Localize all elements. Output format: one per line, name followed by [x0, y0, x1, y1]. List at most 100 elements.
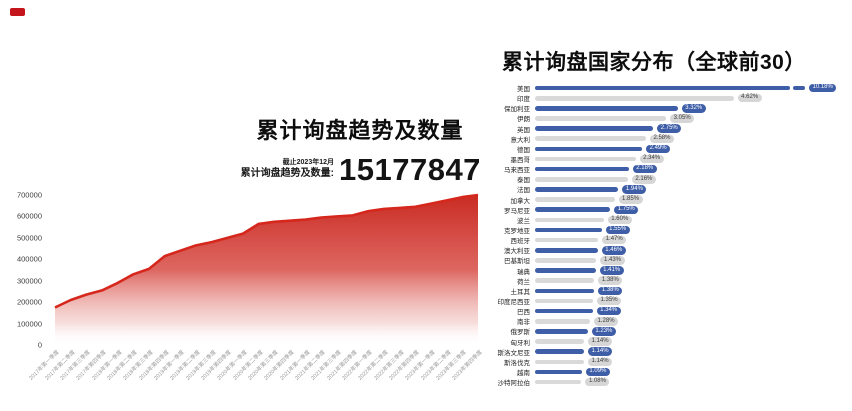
value-pill: 1.94% — [622, 185, 647, 194]
country-bar — [535, 308, 593, 314]
axis-break-segment — [793, 85, 805, 91]
country-row: 印度尼西亚 1.35% — [492, 296, 850, 306]
value-pill: 3.32% — [681, 104, 706, 113]
value-pill: 1.46% — [601, 246, 626, 255]
value-pill: 1.55% — [605, 225, 630, 235]
value-pill: 1.43% — [600, 256, 625, 265]
country-row: 俄罗斯 1.23% — [492, 326, 850, 336]
country-label: 保加利亚 — [504, 106, 530, 114]
brand-mark-icon — [10, 8, 25, 16]
country-label: 巴西 — [517, 309, 530, 317]
value-pill: 1.08% — [585, 377, 610, 387]
country-row: 克罗地亚 1.55% — [492, 225, 850, 235]
country-label: 澳大利亚 — [504, 248, 530, 256]
y-tick-label: 400000 — [16, 254, 42, 264]
country-row: 泰国 2.16% — [492, 174, 850, 184]
country-label: 泰国 — [517, 177, 530, 185]
country-row: 越南 1.09% — [492, 367, 850, 377]
y-tick-label: 300000 — [16, 276, 42, 286]
country-label: 英国 — [517, 126, 530, 134]
country-bar — [535, 369, 582, 375]
country-bar — [535, 258, 597, 263]
country-row: 伊朗 3.05% — [492, 113, 850, 123]
country-bar — [535, 227, 602, 233]
country-bar — [535, 217, 604, 223]
y-axis: 0 100000 200000 300000 400000 500000 600000 700… — [0, 191, 50, 350]
country-label: 荷兰 — [517, 278, 530, 286]
country-row: 意大利 2.58% — [492, 134, 850, 144]
country-label: 瑞典 — [517, 268, 530, 276]
value-pill: 1.75% — [614, 205, 639, 214]
country-label: 南非 — [517, 319, 530, 327]
country-bar — [535, 85, 790, 91]
country-label: 印度尼西亚 — [497, 299, 531, 307]
country-row: 英国 2.75% — [492, 124, 850, 134]
country-bar — [535, 126, 654, 131]
as-of-label: 截止2023年12月 — [282, 159, 334, 167]
country-label: 巴基斯坦 — [504, 258, 530, 266]
area-fill — [55, 195, 478, 345]
country-row: 澳大利亚 1.46% — [492, 245, 850, 255]
metric-label: 累计询盘趋势及数量: — [240, 168, 334, 180]
metric-caption: 截止2023年12月 累计询盘趋势及数量: — [222, 159, 334, 180]
country-row: 加拿大 1.85% — [492, 195, 850, 205]
country-bar — [535, 268, 596, 273]
country-bar — [535, 329, 588, 334]
country-row: 巴基斯坦 1.43% — [492, 255, 850, 265]
value-pill: 1.28% — [594, 317, 619, 326]
value-pill: 3.05% — [670, 114, 695, 123]
country-row: 斯洛伐克 1.14% — [492, 357, 850, 367]
y-tick-label: 500000 — [16, 233, 42, 243]
y-tick-label: 700000 — [16, 190, 42, 200]
value-pill: 2.16% — [631, 175, 656, 184]
country-bar — [535, 136, 646, 142]
country-bar — [535, 319, 591, 324]
country-row: 保加利亚 3.32% — [492, 103, 850, 113]
country-bar — [535, 339, 585, 344]
country-label: 加拿大 — [510, 197, 531, 205]
area-chart-plot — [54, 193, 479, 345]
country-bar — [535, 298, 594, 304]
country-label: 马来西亚 — [504, 167, 530, 175]
country-row: 南非 1.28% — [492, 316, 850, 326]
country-label: 德国 — [517, 146, 530, 154]
y-tick-label: 100000 — [16, 319, 42, 329]
value-pill: 1.14% — [588, 357, 613, 367]
country-row: 德国 2.49% — [492, 144, 850, 154]
value-pill: 4.62% — [737, 93, 762, 103]
country-row: 法国 1.94% — [492, 184, 850, 194]
country-bar — [535, 349, 585, 355]
country-bar — [535, 288, 595, 294]
country-bar — [535, 237, 599, 243]
value-pill: 10.18% — [809, 83, 837, 93]
country-bar — [535, 106, 678, 111]
country-row: 瑞典 1.41% — [492, 266, 850, 276]
value-pill: 1.47% — [602, 235, 627, 245]
country-row: 西班牙 1.47% — [492, 235, 850, 245]
value-pill: 2.75% — [657, 124, 682, 133]
value-pill: 1.38% — [598, 286, 623, 296]
country-row: 斯洛文尼亚 1.14% — [492, 347, 850, 357]
country-label: 法国 — [517, 187, 530, 195]
country-row: 沙特阿拉伯 1.08% — [492, 377, 850, 387]
area-chart-svg — [54, 193, 479, 345]
country-chart-title: 累计询盘国家分布（全球前30） — [502, 51, 806, 75]
country-row: 印度 4.62% — [492, 93, 850, 103]
value-pill: 2.58% — [649, 134, 674, 144]
value-pill: 1.35% — [597, 296, 622, 306]
country-label: 匈牙利 — [510, 339, 531, 347]
value-pill: 1.41% — [599, 266, 624, 275]
country-bar — [535, 146, 643, 152]
country-label: 美国 — [517, 86, 530, 94]
trend-chart-title: 累计询盘趋势及数量 — [256, 118, 464, 144]
country-label: 印度 — [517, 96, 530, 104]
value-pill: 1.38% — [598, 276, 623, 285]
country-bar — [535, 116, 667, 121]
country-row: 美国 10.18% — [492, 83, 850, 93]
country-label: 斯洛伐克 — [504, 359, 530, 367]
value-pill: 1.60% — [607, 215, 632, 225]
country-label: 沙特阿拉伯 — [497, 380, 531, 388]
country-bar — [535, 156, 636, 162]
country-label: 西班牙 — [510, 238, 531, 246]
